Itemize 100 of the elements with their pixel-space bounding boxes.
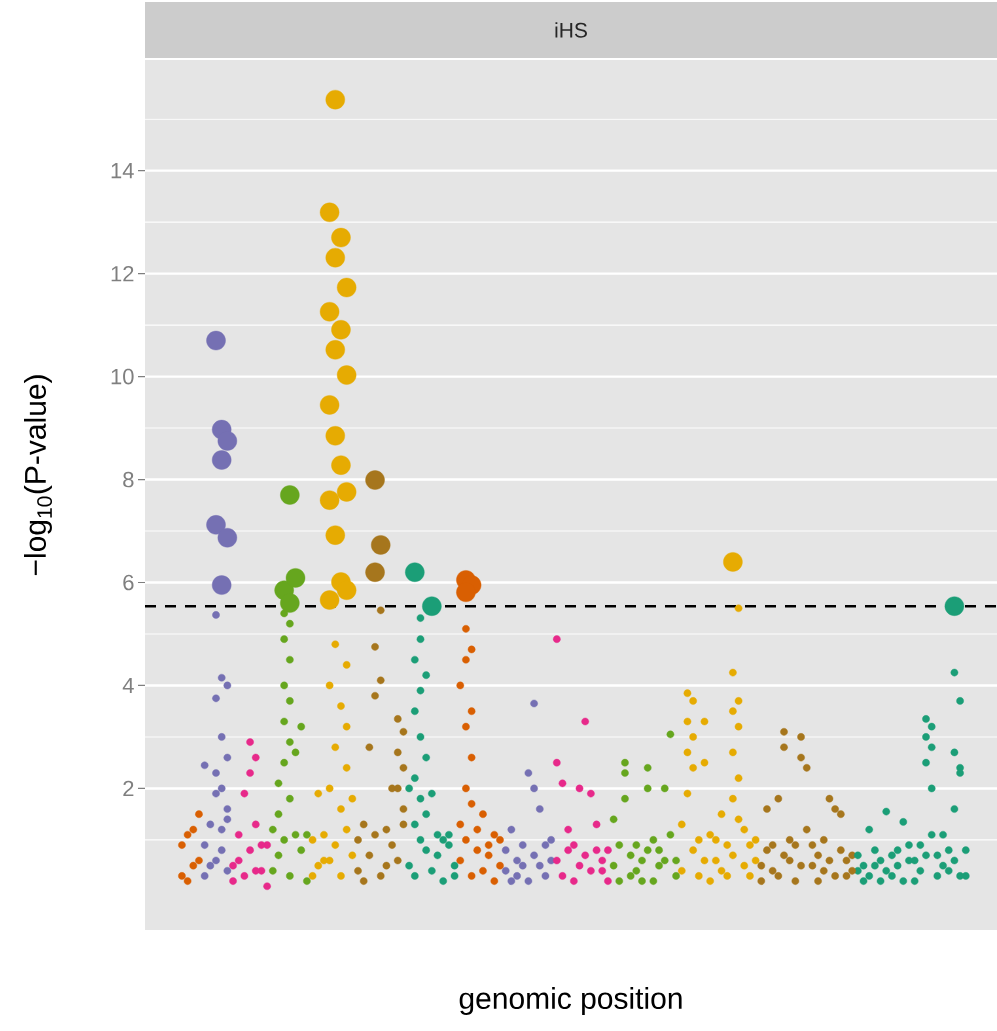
- y-axis-title: −log$_{10}$(P-value): [23, 375, 53, 576]
- point: [280, 635, 288, 643]
- point: [286, 619, 294, 628]
- y-tick-label: 4: [122, 677, 134, 694]
- point: [927, 830, 936, 839]
- point: [428, 866, 436, 875]
- chart-title: iHS: [555, 22, 587, 38]
- point: [689, 764, 697, 772]
- point: [700, 856, 709, 865]
- point: [729, 851, 737, 860]
- point: [286, 697, 294, 705]
- point: [797, 861, 805, 870]
- point: [212, 611, 220, 619]
- point: [729, 794, 737, 803]
- point: [251, 866, 260, 875]
- point: [337, 805, 345, 813]
- point: [422, 846, 430, 854]
- point: [411, 655, 419, 664]
- point: [286, 738, 294, 746]
- x-axis-title: genomic position: [459, 987, 682, 1015]
- point: [530, 851, 538, 860]
- y-tick-label: 8: [123, 471, 134, 488]
- point: [200, 872, 209, 880]
- point: [342, 764, 351, 772]
- y-tick-label: 6: [123, 574, 134, 591]
- y-tick-label: 14: [111, 163, 134, 179]
- point: [371, 830, 379, 839]
- y-tick-label: 2: [123, 780, 134, 797]
- point: [683, 789, 692, 798]
- point: [331, 640, 340, 649]
- point: [280, 717, 288, 726]
- point: [462, 625, 470, 633]
- point: [416, 733, 425, 741]
- point: [462, 722, 470, 731]
- point: [217, 733, 226, 741]
- point: [223, 681, 232, 690]
- point: [467, 707, 476, 716]
- point: [467, 753, 476, 762]
- point: [280, 758, 288, 767]
- point: [456, 681, 465, 690]
- point: [286, 872, 294, 880]
- point: [734, 722, 743, 731]
- point: [950, 856, 959, 865]
- point: [246, 846, 254, 854]
- point: [337, 702, 345, 710]
- point: [371, 643, 379, 651]
- point: [922, 851, 930, 860]
- point: [422, 810, 430, 818]
- point: [621, 794, 629, 803]
- point: [462, 655, 470, 664]
- point: [291, 830, 300, 839]
- point: [223, 805, 232, 813]
- point: [342, 661, 351, 669]
- point: [643, 846, 652, 854]
- point: [689, 846, 697, 854]
- point: [331, 743, 340, 752]
- point: [950, 748, 959, 757]
- point: [411, 707, 419, 716]
- point: [212, 769, 220, 777]
- point: [280, 681, 288, 690]
- point: [683, 748, 692, 757]
- point: [376, 676, 385, 685]
- point: [416, 836, 425, 844]
- point: [286, 794, 294, 803]
- y-tick-label: 12: [111, 265, 134, 282]
- point: [729, 707, 737, 716]
- point: [416, 686, 425, 695]
- point: [734, 774, 743, 782]
- point: [780, 851, 788, 860]
- point: [342, 722, 351, 731]
- point: [371, 691, 379, 700]
- point: [274, 810, 283, 818]
- point: [325, 681, 334, 690]
- point: [376, 872, 385, 880]
- point: [217, 673, 226, 682]
- point: [399, 820, 408, 829]
- point: [212, 694, 220, 703]
- y-tick-label: 10: [111, 368, 134, 385]
- point: [399, 805, 408, 813]
- point: [342, 825, 351, 834]
- point: [416, 794, 425, 803]
- point: [217, 784, 226, 793]
- point: [411, 872, 419, 880]
- point: [922, 758, 930, 767]
- point: [927, 784, 936, 793]
- point: [462, 836, 470, 844]
- point: [223, 753, 232, 762]
- point: [950, 805, 959, 813]
- point: [729, 748, 737, 757]
- point: [337, 872, 345, 880]
- point: [393, 856, 402, 865]
- point: [325, 784, 334, 793]
- point: [411, 774, 419, 782]
- point: [462, 784, 470, 793]
- point: [280, 836, 288, 844]
- point: [553, 856, 561, 865]
- point: [286, 655, 294, 664]
- point: [467, 800, 476, 808]
- point: [331, 841, 340, 849]
- point: [734, 815, 743, 824]
